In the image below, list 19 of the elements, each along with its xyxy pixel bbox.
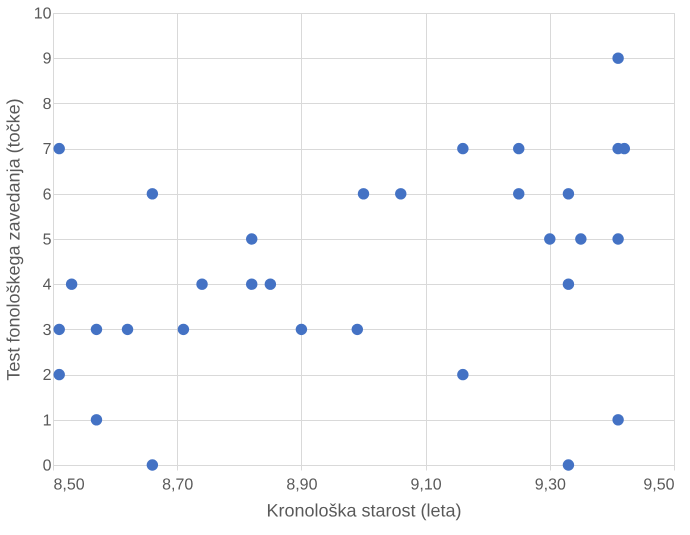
y-axis-title: Test fonološkega zavedanja (točke) xyxy=(4,98,24,381)
y-tick-label: 5 xyxy=(42,232,52,248)
y-tick-label: 0 xyxy=(42,458,52,474)
y-tick-label: 7 xyxy=(42,141,52,158)
y-tick-label: 3 xyxy=(42,322,52,339)
x-tick-label: 9,50 xyxy=(643,476,675,494)
y-tick-label: 9 xyxy=(42,50,52,68)
x-tick-label: 9,10 xyxy=(410,476,442,494)
y-tick-label: 4 xyxy=(42,276,52,294)
y-tick-label: 2 xyxy=(42,367,52,384)
y-tick-label: 10 xyxy=(34,6,52,22)
y-tick-label: 6 xyxy=(42,186,52,204)
x-tick-label: 8,90 xyxy=(286,476,318,494)
x-tick-label: 9,30 xyxy=(534,476,566,494)
x-tick-label: 8,50 xyxy=(54,476,85,494)
y-tick-label: 8 xyxy=(42,96,52,113)
x-axis-title: Kronološka starost (leta) xyxy=(266,500,462,520)
x-tick-label: 8,70 xyxy=(162,476,194,494)
y-tick-label: 1 xyxy=(42,412,52,430)
